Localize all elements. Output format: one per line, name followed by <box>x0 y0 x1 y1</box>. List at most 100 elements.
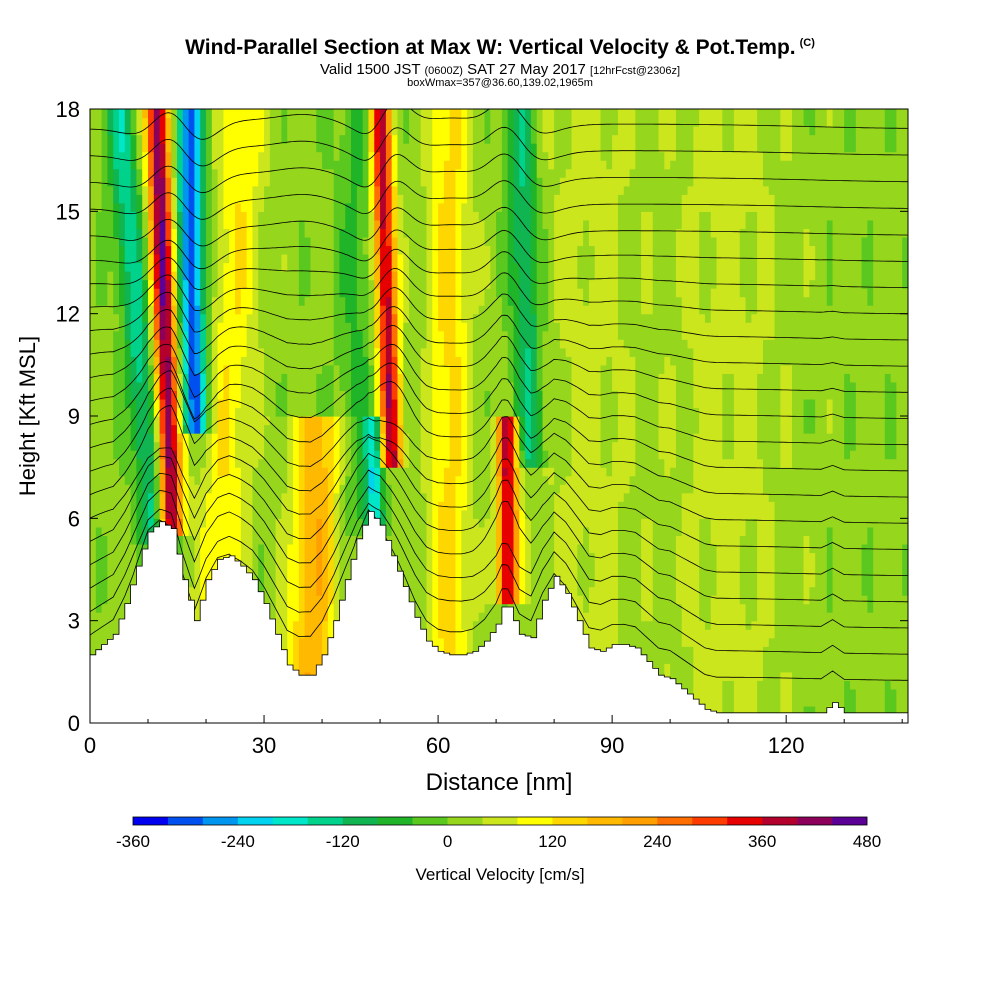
velocity-cell <box>391 117 399 127</box>
velocity-cell <box>177 347 184 357</box>
velocity-cell <box>223 424 230 434</box>
velocity-cell <box>449 151 457 161</box>
velocity-cell <box>322 509 329 519</box>
velocity-cell <box>153 134 161 144</box>
velocity-cell <box>449 475 457 485</box>
velocity-cell <box>380 151 387 161</box>
velocity-cell <box>409 398 416 409</box>
velocity-cell <box>426 398 433 409</box>
velocity-cell <box>472 330 480 340</box>
velocity-cell <box>356 126 364 136</box>
velocity-cell <box>409 484 416 494</box>
velocity-cell <box>235 330 242 340</box>
velocity-cell <box>211 467 219 477</box>
velocity-cell <box>310 134 317 144</box>
velocity-cell <box>339 253 346 264</box>
velocity-cell <box>461 313 468 323</box>
velocity-cell <box>351 296 358 306</box>
velocity-cell <box>217 219 225 229</box>
velocity-cell <box>455 578 462 588</box>
velocity-cell <box>206 467 213 477</box>
velocity-cell <box>171 185 178 195</box>
velocity-cell <box>287 143 294 153</box>
velocity-cell <box>101 228 108 238</box>
velocity-cell <box>403 330 410 340</box>
velocity-cell <box>455 595 462 605</box>
velocity-cell <box>211 475 219 485</box>
velocity-cell <box>211 381 219 392</box>
velocity-cell <box>107 177 114 187</box>
velocity-cell <box>101 296 108 306</box>
velocity-cell <box>113 381 120 392</box>
velocity-cell <box>281 612 288 622</box>
velocity-cell <box>327 296 335 306</box>
velocity-cell <box>264 526 271 536</box>
velocity-cell <box>449 356 457 366</box>
velocity-cell <box>351 194 358 204</box>
velocity-cell <box>101 535 108 545</box>
velocity-cell <box>90 458 97 468</box>
velocity-cell <box>478 168 486 178</box>
velocity-cell <box>223 313 230 323</box>
velocity-cell <box>455 492 462 502</box>
velocity-cell <box>119 245 126 255</box>
velocity-cell <box>449 535 457 545</box>
velocity-cell <box>333 364 341 374</box>
velocity-cell <box>153 390 161 400</box>
velocity-cell <box>252 339 259 349</box>
velocity-cell <box>142 441 149 451</box>
velocity-cell <box>194 501 201 511</box>
velocity-cell <box>229 288 236 298</box>
velocity-cell <box>258 407 265 417</box>
velocity-cell <box>101 109 108 119</box>
velocity-cell <box>281 236 288 247</box>
velocity-cell <box>252 228 259 238</box>
velocity-cell <box>159 458 167 468</box>
velocity-cell <box>194 543 201 554</box>
velocity-cell <box>304 381 312 392</box>
velocity-cell <box>478 117 486 127</box>
velocity-cell <box>177 424 184 434</box>
velocity-cell <box>136 151 143 161</box>
velocity-cell <box>293 467 300 477</box>
velocity-cell <box>339 441 346 451</box>
velocity-cell <box>200 143 207 153</box>
velocity-cell <box>316 646 323 656</box>
velocity-cell <box>467 109 474 119</box>
velocity-cell <box>322 151 329 161</box>
velocity-cell <box>414 143 422 153</box>
velocity-cell <box>351 458 358 468</box>
velocity-cell <box>304 518 312 528</box>
velocity-cell <box>275 236 283 247</box>
velocity-cell <box>409 364 416 374</box>
velocity-cell <box>478 262 486 272</box>
velocity-cell <box>391 458 399 468</box>
velocity-cell <box>240 330 248 340</box>
velocity-cell <box>380 518 387 528</box>
velocity-cell <box>380 364 387 374</box>
velocity-cell <box>240 109 248 119</box>
velocity-cell <box>356 330 364 340</box>
velocity-cell <box>182 253 190 264</box>
velocity-cell <box>298 407 306 417</box>
velocity-cell <box>130 433 138 443</box>
velocity-cell <box>478 236 486 247</box>
velocity-cell <box>333 305 341 315</box>
velocity-cell <box>177 117 184 127</box>
velocity-cell <box>206 339 213 349</box>
velocity-cell <box>345 185 352 195</box>
velocity-cell <box>194 168 201 178</box>
velocity-cell <box>217 441 225 451</box>
velocity-cell <box>449 262 457 272</box>
velocity-cell <box>153 450 161 460</box>
velocity-cell <box>246 143 254 153</box>
velocity-cell <box>275 416 283 426</box>
velocity-cell <box>281 569 288 579</box>
velocity-cell <box>235 518 242 528</box>
velocity-cell <box>142 347 149 357</box>
velocity-cell <box>316 407 323 417</box>
velocity-cell <box>316 296 323 306</box>
velocity-cell <box>287 492 294 502</box>
velocity-cell <box>443 347 451 357</box>
velocity-cell <box>206 228 213 238</box>
